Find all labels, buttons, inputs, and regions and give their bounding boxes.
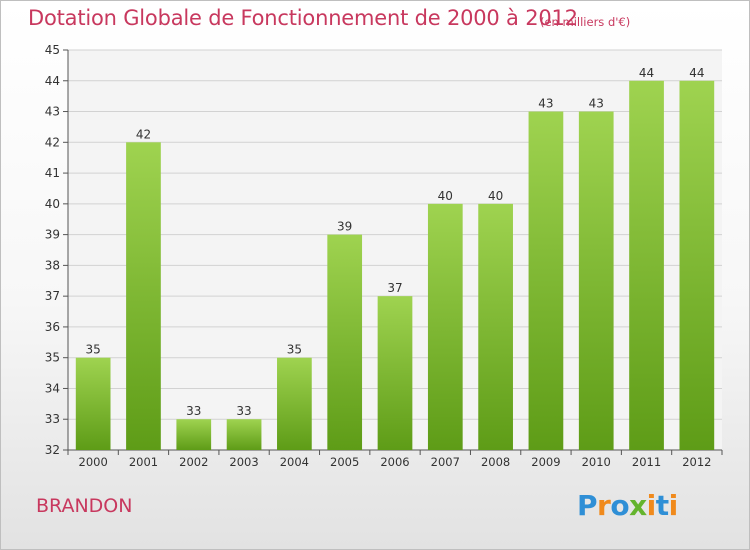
data-label-2004: 35 <box>287 343 302 357</box>
data-label-2000: 35 <box>86 343 101 357</box>
bar-2010 <box>578 111 614 451</box>
chart-subtitle: (en milliers d'€) <box>540 15 631 29</box>
chart-title: Dotation Globale de Fonctionnement de 20… <box>28 6 578 30</box>
x-tick-label-2007: 2007 <box>431 455 460 469</box>
bar-2003 <box>226 419 262 450</box>
bar-2006 <box>377 296 413 450</box>
x-tick-label-2000: 2000 <box>79 455 108 469</box>
x-tick-label-2005: 2005 <box>330 455 359 469</box>
bar-2001 <box>126 142 161 451</box>
bar-2009 <box>528 111 564 451</box>
data-label-2012: 44 <box>689 66 704 80</box>
data-label-2002: 33 <box>186 404 201 418</box>
y-tick-label: 39 <box>45 228 60 242</box>
y-tick-label: 45 <box>45 43 60 57</box>
data-label-2010: 43 <box>589 97 604 111</box>
bar-2005 <box>327 234 363 450</box>
x-tick-label-2004: 2004 <box>280 455 309 469</box>
bar-2002 <box>176 419 212 450</box>
bar-2007 <box>427 203 463 450</box>
x-tick-label-2008: 2008 <box>481 455 510 469</box>
data-label-2001: 42 <box>136 127 151 141</box>
svg-text:Proxiti: Proxiti <box>577 489 678 522</box>
y-tick-label: 44 <box>45 74 60 88</box>
bar-2008 <box>478 203 513 450</box>
bars <box>75 80 715 451</box>
y-tick-label: 38 <box>45 258 60 272</box>
x-tick-label-2001: 2001 <box>129 455 158 469</box>
y-tick-label: 37 <box>45 289 60 303</box>
bar-2004 <box>277 357 312 450</box>
data-label-2005: 39 <box>337 220 352 234</box>
y-tick-label: 36 <box>45 320 60 334</box>
bar-2012 <box>679 80 715 451</box>
data-label-2011: 44 <box>639 66 654 80</box>
proxiti-logo: Proxiti <box>577 489 678 522</box>
data-label-2003: 33 <box>236 404 251 418</box>
y-tick-label: 41 <box>45 166 60 180</box>
x-tick-label-2011: 2011 <box>632 455 661 469</box>
x-tick-label-2002: 2002 <box>179 455 208 469</box>
bar-2000 <box>75 357 111 450</box>
x-tick-label-2009: 2009 <box>531 455 560 469</box>
commune-name: BRANDON <box>36 495 133 517</box>
y-tick-label: 42 <box>45 135 60 149</box>
data-label-2007: 40 <box>438 189 453 203</box>
data-label-2006: 37 <box>387 281 402 295</box>
x-tick-label-2003: 2003 <box>229 455 258 469</box>
bar-2011 <box>629 80 664 451</box>
x-tick-label-2006: 2006 <box>380 455 409 469</box>
y-tick-label: 34 <box>45 381 60 395</box>
y-tick-label: 40 <box>45 197 60 211</box>
y-tick-label: 33 <box>45 412 60 426</box>
x-tick-label-2012: 2012 <box>682 455 711 469</box>
y-tick-label: 43 <box>45 105 60 119</box>
data-label-2008: 40 <box>488 189 503 203</box>
y-tick-label: 35 <box>45 351 60 365</box>
data-labels: 35 42 33 33 35 39 37 40 40 43 43 44 44 <box>86 66 705 418</box>
data-label-2009: 43 <box>538 97 553 111</box>
x-tick-label-2010: 2010 <box>582 455 611 469</box>
y-tick-label: 32 <box>45 443 60 457</box>
